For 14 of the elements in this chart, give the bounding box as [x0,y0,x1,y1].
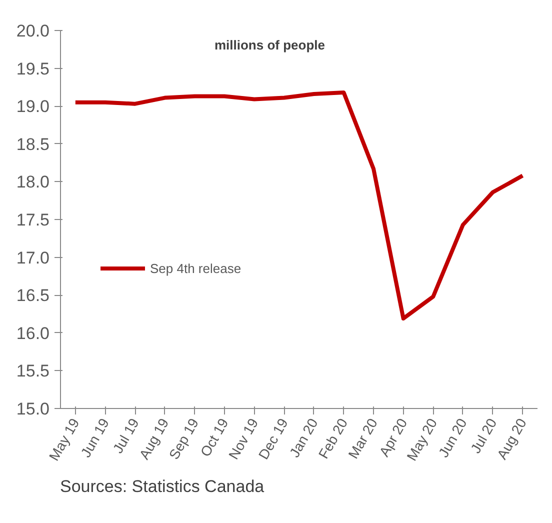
y-tick-label: 19.5 [16,59,50,78]
legend-label: Sep 4th release [150,260,242,276]
y-tick-label: 16.0 [16,324,50,343]
y-tick-label: 19.0 [16,97,50,116]
y-tick-label: 16.5 [16,286,50,306]
y-tick-label: 20.0 [16,22,50,40]
source-note: Sources: Statistics Canada [60,476,264,498]
line-series [73,90,525,321]
y-axis-title: millions of people [214,38,325,52]
y-tick-label: 15.5 [16,362,50,381]
y-tick-label: 17.5 [16,210,50,230]
y-tick-label: 17.0 [16,248,50,268]
y-tick-label: 18.5 [16,134,50,154]
y-tick-label: 18.0 [16,172,50,192]
